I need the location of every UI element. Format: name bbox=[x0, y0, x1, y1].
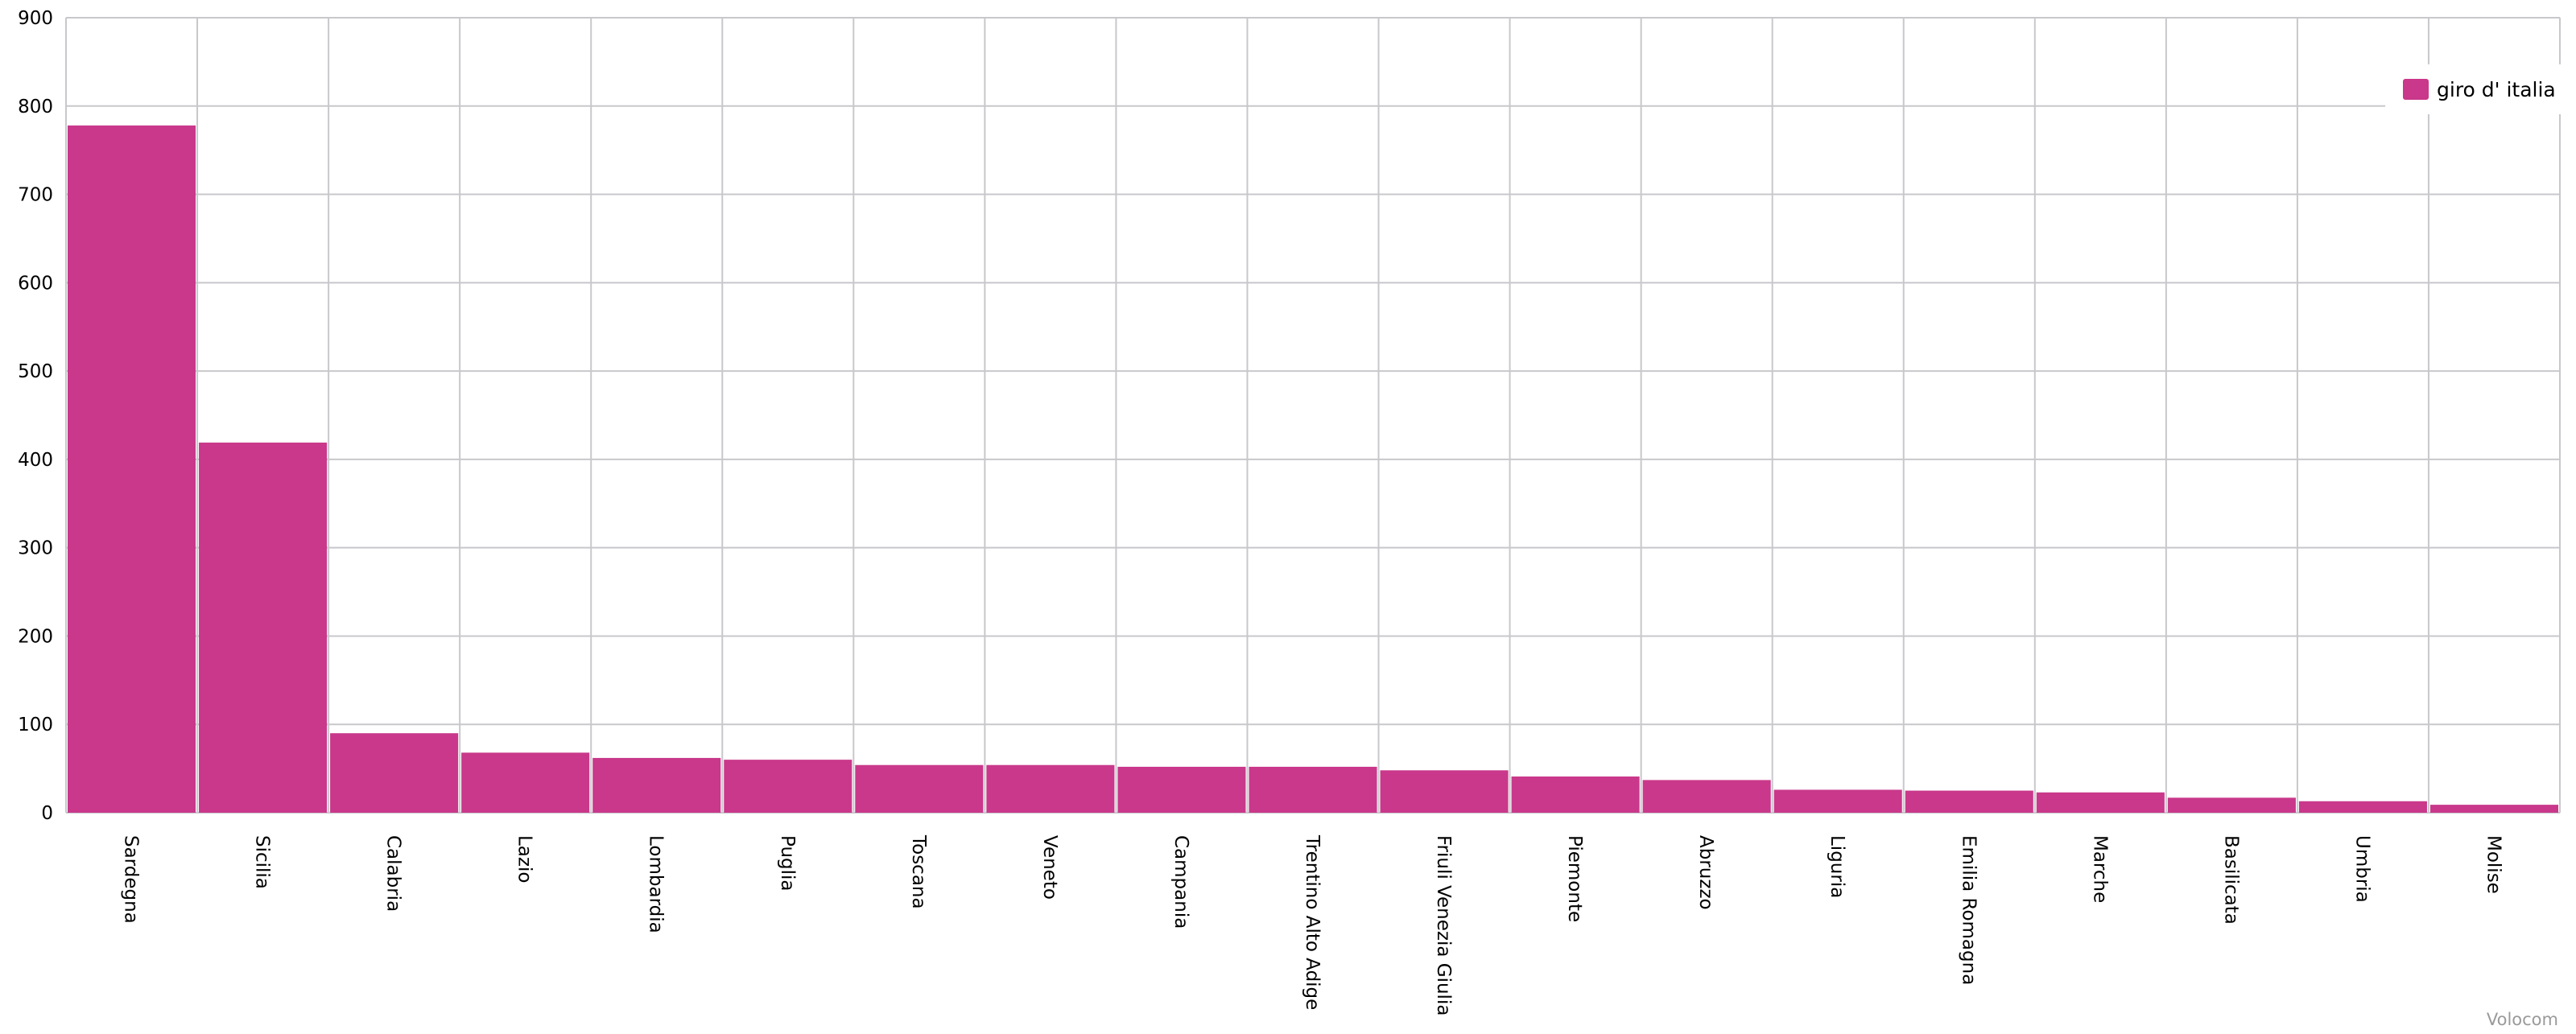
bar[interactable]: Marche: 23 bbox=[2036, 792, 2165, 813]
bar[interactable]: Campania: 52 bbox=[1117, 766, 1246, 813]
x-tick-label: Sardegna bbox=[121, 835, 142, 924]
bar[interactable]: Friuli Venezia Giulia: 48 bbox=[1380, 770, 1509, 813]
x-tick-label: Lombardia bbox=[646, 835, 667, 933]
bar[interactable]: Trentino Alto Adige: 52 bbox=[1249, 766, 1377, 813]
bar[interactable]: Umbria: 13 bbox=[2298, 801, 2427, 813]
x-tick-label: Campania bbox=[1170, 835, 1191, 929]
bar[interactable]: Puglia: 60 bbox=[724, 760, 852, 813]
x-tick-label: Marche bbox=[2089, 835, 2110, 903]
bar[interactable]: Sicilia: 419 bbox=[199, 443, 328, 813]
bar[interactable]: Liguria: 26 bbox=[1773, 789, 1902, 813]
y-tick-label: 400 bbox=[18, 450, 53, 471]
y-tick-label: 900 bbox=[18, 8, 53, 29]
y-tick-label: 300 bbox=[18, 538, 53, 559]
bar[interactable]: Molise: 9 bbox=[2429, 805, 2558, 813]
x-tick-label: Umbria bbox=[2351, 835, 2372, 903]
x-tick-label: Piemonte bbox=[1564, 835, 1585, 922]
y-tick-label: 200 bbox=[18, 626, 53, 647]
x-tick-label: Toscana bbox=[908, 834, 929, 909]
bar[interactable]: Piemonte: 41 bbox=[1511, 776, 1640, 813]
y-axis-ticks: 0 100 200 300 400 500 600 700 800 900 bbox=[18, 8, 53, 824]
x-tick-label: Abruzzo bbox=[1695, 835, 1716, 910]
x-tick-label: Veneto bbox=[1039, 835, 1060, 900]
x-tick-label: Liguria bbox=[1827, 835, 1847, 898]
x-tick-label: Lazio bbox=[514, 835, 535, 883]
x-tick-label: Basilicata bbox=[2220, 835, 2241, 925]
legend-swatch bbox=[2403, 79, 2429, 100]
credit-text: Volocom bbox=[2487, 1010, 2558, 1029]
x-tick-label: Sicilia bbox=[252, 835, 273, 889]
legend-label: giro d' italia bbox=[2437, 78, 2556, 101]
x-tick-label: Puglia bbox=[777, 835, 798, 892]
y-tick-label: 500 bbox=[18, 361, 53, 382]
bar[interactable]: Calabria: 90 bbox=[330, 733, 459, 813]
bar[interactable]: Abruzzo: 37 bbox=[1642, 780, 1771, 813]
x-tick-label: Calabria bbox=[383, 835, 404, 912]
y-tick-label: 700 bbox=[18, 185, 53, 206]
bar[interactable]: Lombardia: 62 bbox=[592, 757, 721, 813]
y-tick-label: 600 bbox=[18, 273, 53, 294]
legend[interactable]: giro d' italia bbox=[2385, 64, 2570, 114]
x-axis-ticks: Sardegna Sicilia Calabria Lazio Lombardia Pug… bbox=[121, 834, 2504, 1015]
bar[interactable]: Emilia Romagna: 25 bbox=[1905, 790, 2033, 813]
grid-lines bbox=[65, 17, 2561, 814]
bar[interactable]: Lazio: 68 bbox=[461, 752, 590, 813]
bar[interactable]: Basilicata: 17 bbox=[2167, 797, 2296, 813]
bar[interactable]: Sardegna: 778 bbox=[68, 125, 196, 813]
y-tick-label: 0 bbox=[41, 803, 53, 824]
bar[interactable]: Veneto: 54 bbox=[986, 764, 1115, 813]
x-tick-label: Emilia Romagna bbox=[1958, 835, 1979, 985]
x-tick-label: Friuli Venezia Giulia bbox=[1433, 835, 1454, 1015]
bar[interactable]: Toscana: 54 bbox=[855, 764, 984, 813]
y-tick-label: 800 bbox=[18, 97, 53, 117]
bars: Sardegna: 778Sicilia: 419Calabria: 90Laz… bbox=[68, 125, 2558, 813]
x-tick-label: Molise bbox=[2483, 835, 2504, 894]
x-tick-label: Trentino Alto Adige bbox=[1302, 834, 1323, 1010]
y-tick-label: 100 bbox=[18, 715, 53, 735]
